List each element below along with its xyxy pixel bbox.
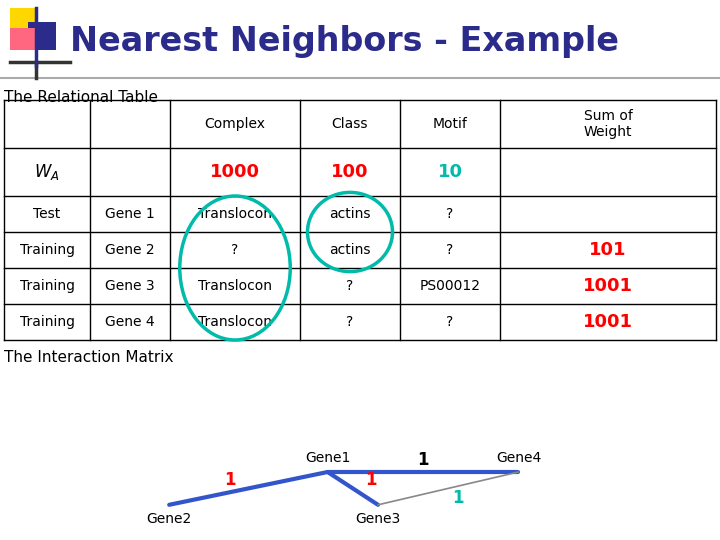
Text: 1: 1 [452,489,464,508]
Text: Training: Training [19,315,74,329]
Text: Weight: Weight [584,125,632,139]
FancyBboxPatch shape [10,28,38,50]
Text: The Relational Table: The Relational Table [4,90,158,105]
Text: Training: Training [19,243,74,257]
Text: Nearest Neighbors - Example: Nearest Neighbors - Example [70,25,619,58]
Text: Gene 3: Gene 3 [105,279,155,293]
Text: 101: 101 [589,241,626,259]
Text: Gene3: Gene3 [356,512,400,526]
Text: Gene2: Gene2 [147,512,192,526]
Text: Gene1: Gene1 [305,451,351,465]
Text: 100: 100 [331,163,369,181]
Text: actins: actins [329,243,371,257]
Text: Class: Class [332,117,368,131]
Text: Complex: Complex [204,117,266,131]
Text: 1001: 1001 [583,313,633,331]
Text: Gene 4: Gene 4 [105,315,155,329]
Text: Gene4: Gene4 [496,451,541,465]
Text: ?: ? [446,243,454,257]
Text: ?: ? [446,207,454,221]
Text: 10: 10 [438,163,462,181]
Text: PS00012: PS00012 [420,279,480,293]
FancyBboxPatch shape [28,22,56,50]
Text: 1: 1 [365,471,377,489]
Text: ?: ? [346,315,354,329]
Text: Sum of: Sum of [584,109,632,123]
Text: $\it{W}_{\it{A}}$: $\it{W}_{\it{A}}$ [35,162,60,182]
Text: Translocon: Translocon [198,315,272,329]
Text: Translocon: Translocon [198,279,272,293]
Text: 1: 1 [225,471,236,489]
Text: Gene 1: Gene 1 [105,207,155,221]
Text: The Interaction Matrix: The Interaction Matrix [4,350,174,365]
Text: actins: actins [329,207,371,221]
Text: Training: Training [19,279,74,293]
Text: ?: ? [231,243,238,257]
Text: ?: ? [446,315,454,329]
Text: Test: Test [33,207,60,221]
Text: Gene 2: Gene 2 [105,243,155,257]
Text: 1000: 1000 [210,163,260,181]
Text: 1001: 1001 [583,277,633,295]
Text: Motif: Motif [433,117,467,131]
Text: 1: 1 [418,451,428,469]
Text: ?: ? [346,279,354,293]
FancyBboxPatch shape [10,8,38,36]
Text: Translocon: Translocon [198,207,272,221]
